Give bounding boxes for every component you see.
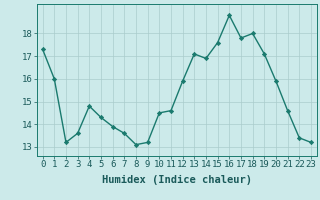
X-axis label: Humidex (Indice chaleur): Humidex (Indice chaleur) — [102, 175, 252, 185]
